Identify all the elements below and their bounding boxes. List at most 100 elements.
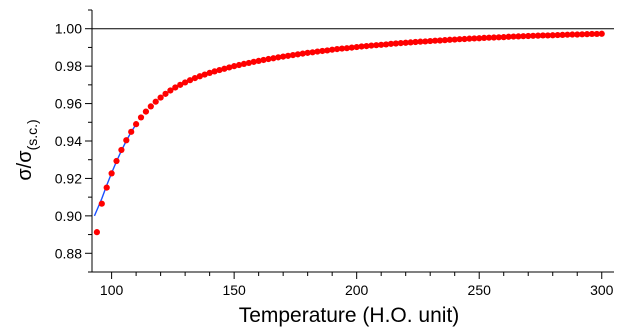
data-point	[481, 34, 488, 41]
data-point	[353, 43, 360, 51]
data-point	[422, 38, 429, 45]
data-point	[167, 87, 174, 94]
data-point	[446, 36, 453, 43]
data-point	[265, 55, 272, 63]
y-tick-label: 0.98	[55, 58, 82, 74]
data-point	[284, 52, 292, 59]
data-point	[549, 32, 556, 39]
data-point	[485, 34, 493, 41]
data-point	[329, 46, 336, 53]
chart-axes: 0.88 0.90 0.92 0.94 0.96 0.98 1.00 100 150 200 250…	[55, 9, 614, 298]
data-point	[505, 33, 512, 40]
data-point	[304, 49, 311, 56]
x-tick-label: 150	[222, 282, 246, 298]
data-point	[598, 30, 605, 37]
data-point	[412, 38, 419, 46]
data-point	[314, 48, 321, 55]
data-point	[363, 43, 370, 50]
data-point	[270, 55, 277, 62]
y-tick-label: 0.94	[55, 133, 82, 149]
data-point	[343, 45, 350, 52]
data-point	[245, 59, 252, 67]
data-point	[368, 42, 375, 49]
y-tick-label: 1.00	[55, 21, 82, 37]
data-point	[98, 200, 105, 207]
data-point	[133, 121, 140, 128]
y-tick-label: 0.92	[55, 170, 82, 186]
data-point	[451, 36, 458, 43]
data-point	[520, 33, 527, 40]
data-point	[510, 33, 517, 40]
data-point	[275, 54, 282, 61]
data-point	[387, 40, 395, 47]
y-tick-label: 0.96	[55, 96, 82, 112]
data-point	[118, 146, 125, 154]
data-point	[471, 35, 478, 42]
data-point	[172, 84, 179, 91]
data-point	[250, 58, 257, 65]
data-point	[559, 31, 566, 38]
data-point	[108, 170, 115, 177]
data-point	[147, 103, 154, 110]
data-point	[206, 69, 213, 76]
data-point	[588, 30, 596, 38]
y-axis-title: σ/σ(s.c.)	[14, 119, 40, 180]
data-point	[123, 137, 130, 144]
data-point	[157, 94, 164, 101]
data-point	[333, 46, 341, 53]
data-point	[289, 52, 297, 59]
data-point	[231, 63, 238, 70]
data-point	[476, 35, 483, 42]
data-point	[564, 31, 571, 38]
data-point	[515, 33, 522, 40]
data-point	[113, 157, 120, 165]
data-point	[177, 81, 184, 88]
y-tick-label: 0.90	[55, 208, 82, 224]
data-point	[407, 39, 414, 46]
data-point	[348, 44, 355, 51]
data-point	[137, 114, 145, 121]
data-point	[397, 40, 404, 47]
data-point	[235, 61, 243, 69]
data-point	[221, 65, 228, 72]
data-point	[338, 45, 346, 52]
data-point	[441, 37, 448, 44]
data-point	[539, 32, 547, 39]
data-point	[579, 31, 586, 38]
data-point	[525, 32, 532, 40]
data-point	[255, 57, 262, 64]
data-point	[319, 47, 326, 55]
data-point	[432, 37, 439, 44]
data-point	[500, 34, 507, 41]
data-point	[226, 64, 233, 71]
data-point	[569, 31, 576, 38]
data-point	[461, 35, 468, 43]
data-point	[402, 39, 409, 46]
data-point	[373, 42, 380, 49]
data-point	[495, 34, 502, 41]
data-point	[260, 56, 267, 64]
data-point	[201, 71, 208, 78]
data-point	[554, 31, 561, 39]
data-point	[417, 38, 424, 45]
data-point	[392, 40, 399, 47]
data-point	[186, 77, 194, 84]
data-point	[182, 79, 189, 86]
data-point	[152, 98, 159, 105]
data-point	[280, 53, 287, 60]
x-axis-title: Temperature (H.O. unit)	[239, 304, 460, 327]
x-tick-label: 300	[590, 282, 614, 298]
data-point	[466, 35, 473, 42]
data-point	[382, 41, 390, 48]
data-point	[103, 184, 110, 191]
data-point	[240, 60, 248, 67]
data-point	[211, 68, 218, 75]
data-point	[534, 32, 542, 39]
data-point	[294, 51, 301, 58]
data-point	[299, 50, 306, 57]
data-point	[530, 32, 537, 39]
data-point	[128, 128, 135, 135]
x-tick-label: 250	[468, 282, 492, 298]
data-point	[378, 41, 385, 48]
